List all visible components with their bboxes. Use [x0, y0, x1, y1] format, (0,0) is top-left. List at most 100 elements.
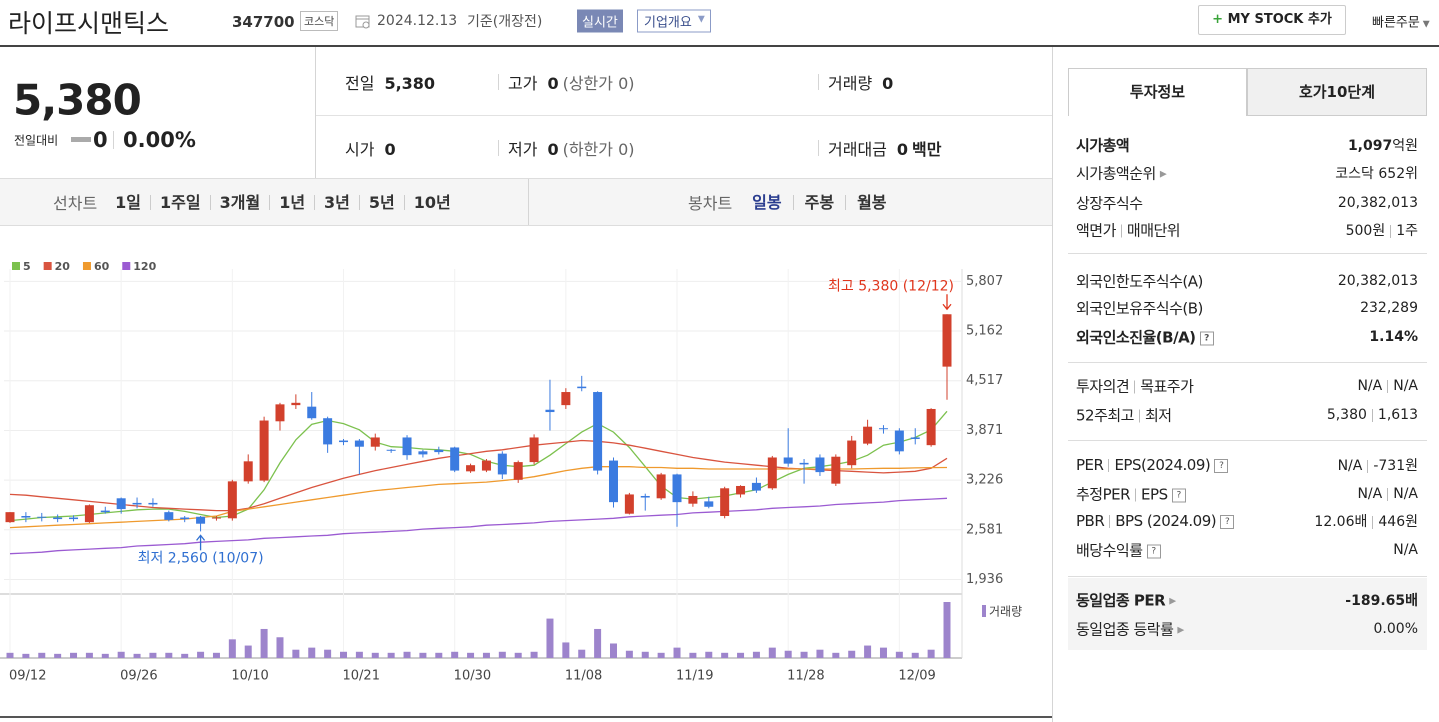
period-tab[interactable]: 1년 — [269, 194, 314, 210]
candle-body — [307, 406, 317, 419]
candle-body — [37, 516, 47, 518]
value-separator — [1371, 408, 1373, 422]
row-label: 배당수익률? — [1076, 540, 1161, 561]
help-icon[interactable]: ? — [1199, 331, 1214, 345]
candle-body — [624, 494, 634, 514]
volume-bar — [308, 647, 316, 658]
company-info-label: 기업개요 — [644, 15, 692, 31]
period-tab[interactable]: 일봉 — [752, 192, 782, 212]
period-tab[interactable]: 1주일 — [150, 194, 210, 210]
change-rate: 0.00% — [123, 128, 196, 152]
volume-bar — [70, 652, 78, 658]
realtime-button[interactable]: 실시간 — [577, 9, 623, 33]
row-value: 20,382,013 — [1338, 273, 1418, 289]
volume-bar — [387, 652, 395, 658]
flat-marker — [71, 137, 91, 142]
volume-bar — [895, 651, 903, 658]
x-tick-label: 09/12 — [9, 669, 46, 684]
separator — [498, 74, 499, 90]
volume-bar — [355, 651, 363, 658]
quote-value: 0 — [547, 74, 559, 93]
volume-bar — [117, 651, 125, 658]
invest-tab[interactable]: 투자정보 — [1068, 68, 1247, 116]
legend-label: 5 — [23, 260, 31, 273]
candle-body — [910, 437, 920, 440]
value: 1.14% — [1369, 329, 1418, 345]
chart-tab-bar — [0, 178, 1052, 226]
quote-item: 저가 0 (하한가 0) — [508, 136, 635, 160]
volume-bar — [625, 650, 633, 658]
company-info-button[interactable]: 기업개요 ▼ — [637, 9, 711, 33]
legend-swatch — [43, 262, 52, 270]
help-icon[interactable]: ? — [1171, 488, 1186, 502]
y-tick-label: 5,162 — [966, 324, 1003, 339]
volume-bar — [133, 653, 141, 658]
candle-body — [116, 498, 126, 510]
row-label: 외국인보유주식수(B) — [1076, 298, 1203, 319]
candle-body — [672, 474, 682, 503]
period-tab[interactable]: 1일 — [115, 192, 142, 212]
period-tab[interactable]: 주봉 — [792, 194, 845, 210]
candle-body — [450, 447, 460, 471]
invest-tab[interactable]: 호가10단계 — [1247, 68, 1427, 116]
row-value: N/A — [1393, 542, 1418, 558]
my-stock-button[interactable]: + MY STOCK 추가 — [1198, 5, 1346, 35]
period-tab[interactable]: 3년 — [314, 194, 359, 210]
stock-chart: 1,936 2,581 3,226 3,871 4,517 5,162 5,807 09/12… — [0, 260, 1022, 684]
quote-value: 5,380 — [384, 74, 436, 93]
tab-divider — [528, 179, 529, 225]
quote-label: 거래량 — [828, 74, 873, 93]
quote-item: 거래량 0 — [828, 70, 893, 94]
volume-bar — [832, 652, 840, 658]
candle-body — [84, 505, 94, 523]
row-label: 동일업종 등락률 ▶ — [1076, 619, 1184, 640]
value: 5,380 — [1326, 407, 1367, 423]
bottom-rule — [0, 716, 1052, 718]
candle-body — [53, 517, 63, 520]
candle-body — [577, 386, 587, 389]
value: 코스닥 652위 — [1335, 166, 1418, 182]
row-value: N/A -731원 — [1338, 455, 1418, 475]
my-stock-label: MY STOCK 추가 — [1227, 12, 1332, 27]
candle-body — [21, 516, 31, 518]
row-label: 액면가 매매단위 — [1076, 220, 1181, 241]
quote-item: 시가 0 — [345, 136, 396, 160]
value: N/A — [1337, 458, 1363, 474]
quick-order-button[interactable]: 빠른주문 ▼ — [1372, 12, 1430, 31]
period-tab[interactable]: 10년 — [403, 194, 460, 210]
period-tab[interactable]: 5년 — [358, 194, 404, 210]
candle-body — [847, 440, 857, 466]
help-icon[interactable]: ? — [1214, 458, 1229, 473]
label: 시가총액 — [1076, 136, 1130, 155]
row-value: 코스닥 652위 — [1335, 163, 1418, 183]
calendar-icon — [355, 15, 370, 29]
row-label: PBR BPS (2024.09)? — [1076, 512, 1235, 530]
value-separator — [1372, 515, 1374, 529]
value: -189.65배 — [1345, 593, 1418, 609]
value-separator — [1387, 379, 1389, 393]
row-label: 외국인소진율(B/A)? — [1076, 327, 1214, 348]
section-divider — [1068, 253, 1427, 254]
value: 1주 — [1396, 223, 1418, 239]
label: 외국인한도주식수(A) — [1076, 272, 1203, 291]
period-tab[interactable]: 3개월 — [209, 194, 270, 210]
moving-average-line — [9, 466, 948, 529]
volume-bar — [371, 652, 379, 658]
line-chart-tabs: 선차트 1일 1주일 3개월 1년 3년 5년 10년 — [53, 190, 460, 214]
help-icon[interactable]: ? — [1220, 514, 1235, 529]
candle-body — [863, 426, 873, 444]
value: 232,289 — [1360, 300, 1418, 316]
volume-bar — [848, 650, 856, 658]
quote-unit: 백만 — [912, 140, 942, 159]
period-tab[interactable]: 월봉 — [845, 194, 897, 210]
volume-bar — [673, 647, 681, 658]
candle-body — [100, 510, 110, 513]
label: 외국인보유주식수(B) — [1076, 299, 1203, 318]
candle-body — [323, 418, 333, 445]
help-icon[interactable]: ? — [1146, 544, 1161, 558]
label-separator — [1134, 380, 1136, 394]
row-value: 0.00% — [1374, 621, 1418, 637]
row-value: 20,382,013 — [1338, 195, 1418, 211]
market-badge: 코스닥 — [300, 11, 339, 31]
label: 동일업종 등락률 — [1076, 620, 1174, 639]
